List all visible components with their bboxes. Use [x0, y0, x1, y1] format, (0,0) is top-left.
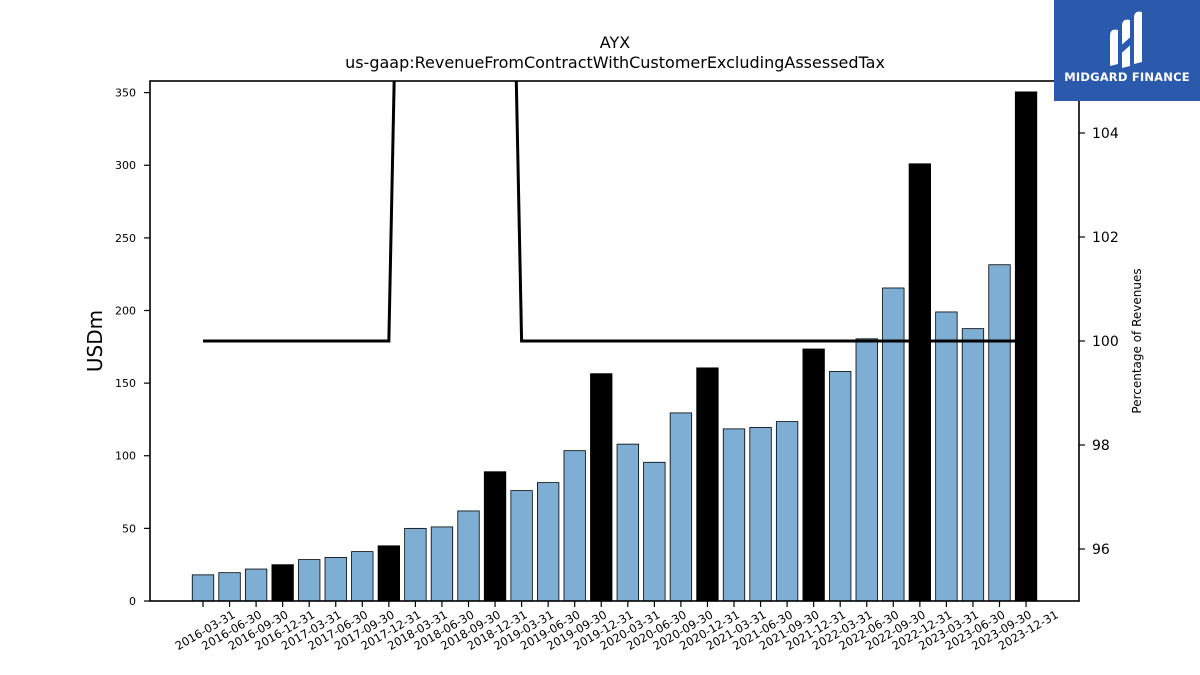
y-tick-label: 350	[115, 87, 136, 100]
bar-2020-06-30	[643, 461, 666, 602]
y2-tick-label: 104	[1092, 126, 1119, 142]
percentage-line	[203, 81, 1027, 343]
bar-2017-06-30	[324, 557, 347, 602]
bar-2018-09-30	[457, 510, 480, 602]
bar-2018-06-30	[430, 526, 454, 602]
y-tick-label: 200	[115, 304, 136, 317]
y2-tick-label: 96	[1092, 542, 1110, 558]
y-tick-label: 100	[115, 450, 136, 463]
bar-2019-12-31	[590, 373, 613, 602]
bar-2017-12-31	[377, 545, 401, 602]
bar-2022-06-30	[855, 338, 878, 602]
bar-2020-09-30	[669, 412, 693, 602]
bar-2022-03-31	[829, 371, 852, 602]
bar-2018-12-31	[483, 471, 507, 602]
bar-2016-03-31	[191, 574, 215, 602]
bar-2020-03-31	[616, 443, 639, 602]
logo-mark-icon	[1110, 11, 1142, 69]
y2-axis-label: Percentage of Revenues	[1130, 268, 1144, 413]
bar-2016-09-30	[244, 568, 268, 602]
y2-tick-label: 102	[1092, 230, 1119, 246]
bar-2021-09-30	[775, 421, 799, 602]
y-tick-label: 150	[115, 377, 136, 390]
bar-2023-03-31	[935, 311, 958, 602]
y-tick-label: 50	[122, 522, 136, 535]
bar-2018-03-31	[404, 527, 427, 602]
logo-text: MIDGARD FINANCE	[1064, 70, 1190, 84]
brand-logo: MIDGARD FINANCE	[1054, 0, 1200, 101]
bar-2021-03-31	[722, 428, 746, 602]
y2-tick-label: 100	[1092, 334, 1119, 350]
bar-2023-12-31	[1014, 91, 1038, 602]
bar-2017-09-30	[351, 551, 374, 602]
chart-subtitle: us-gaap:RevenueFromContractWithCustomerE…	[345, 53, 885, 72]
y-axis-label: USDm	[83, 310, 107, 372]
bar-2016-06-30	[218, 572, 241, 602]
chart-title: AYX	[600, 33, 630, 52]
y-tick-label: 250	[115, 232, 136, 245]
bar-2019-03-31	[510, 490, 533, 602]
line-group	[203, 81, 1027, 343]
bar-2017-03-31	[298, 559, 321, 602]
bar-2020-12-31	[696, 367, 719, 602]
bar-2019-06-30	[537, 482, 560, 602]
bars-group	[191, 91, 1038, 602]
bar-2023-09-30	[988, 264, 1011, 602]
bar-2022-12-31	[908, 163, 931, 602]
bar-2021-06-30	[749, 427, 772, 602]
bar-2021-12-31	[802, 348, 825, 602]
y-tick-label: 0	[129, 595, 136, 608]
bar-2022-09-30	[882, 287, 905, 602]
y2-tick-label: 98	[1092, 438, 1110, 454]
bar-2016-12-31	[271, 564, 294, 602]
bar-2019-09-30	[563, 450, 586, 602]
bar-2023-06-30	[961, 328, 985, 602]
y-tick-label: 300	[115, 159, 136, 172]
